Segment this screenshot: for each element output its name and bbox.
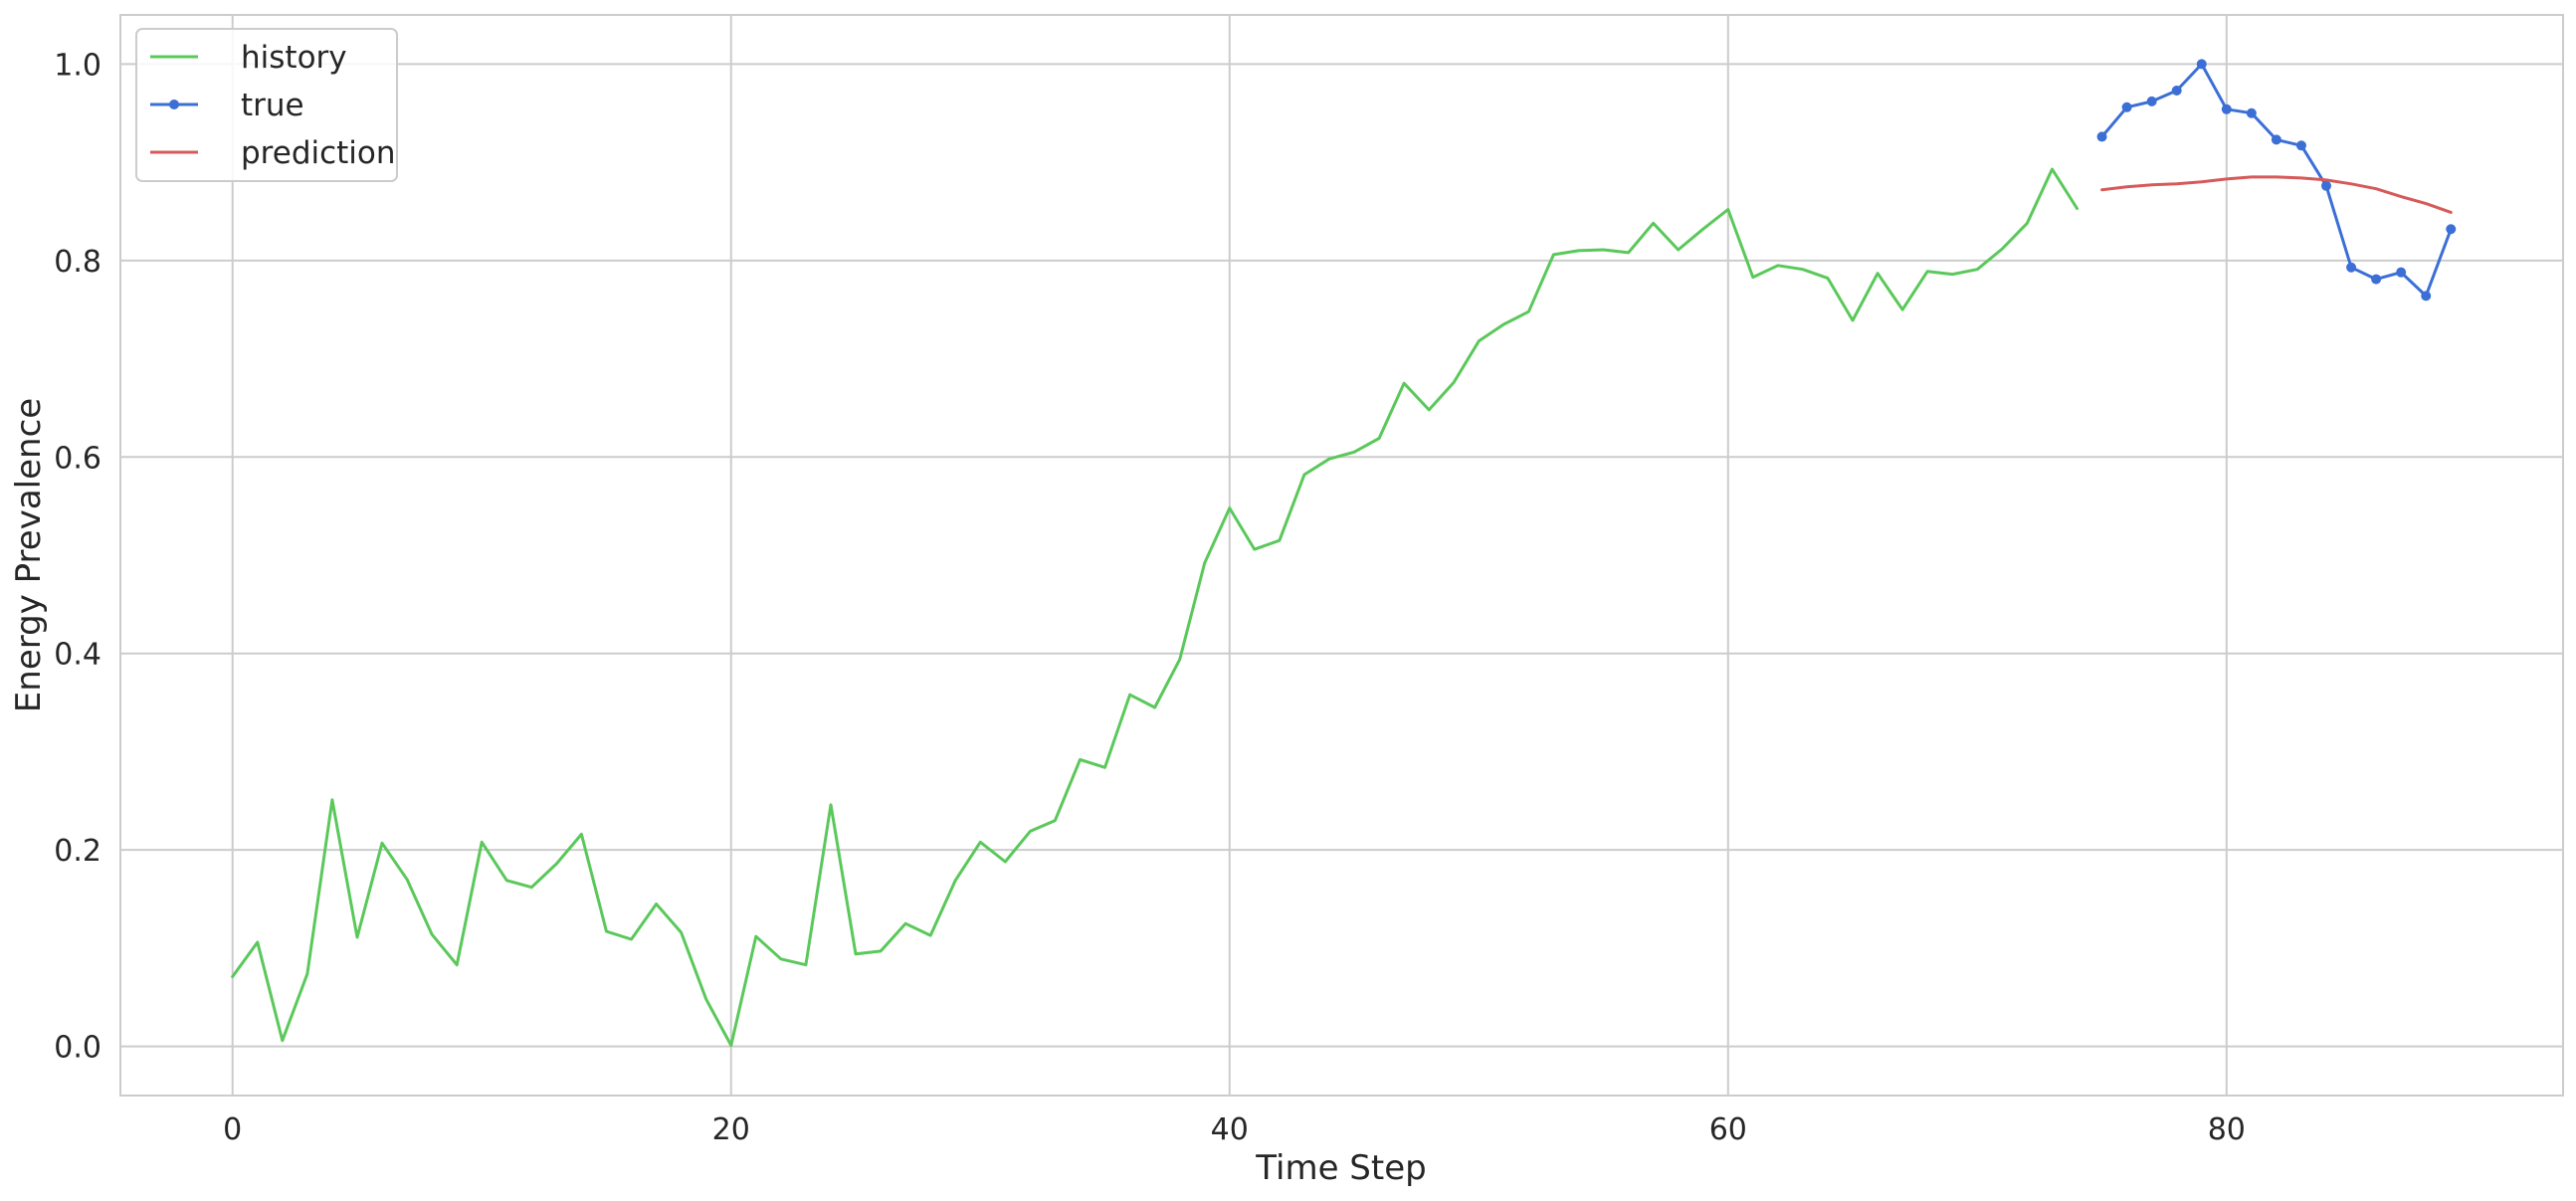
series-line-history: [231, 167, 2079, 1048]
x-axis-ticks: 0 20 40 60 80: [223, 1112, 2246, 1147]
data-point-true: [2196, 59, 2207, 70]
series-layer: [231, 59, 2457, 1048]
x-tick-label: 60: [1709, 1112, 1747, 1147]
data-point-true: [2221, 103, 2232, 114]
data-point-true: [2171, 86, 2182, 97]
y-tick-label: 0.8: [54, 245, 101, 280]
data-point-true: [2271, 134, 2281, 145]
data-point-true: [2396, 267, 2407, 278]
data-point-true: [2421, 291, 2432, 301]
data-point-true: [2146, 96, 2157, 106]
data-point-true: [2121, 101, 2132, 112]
y-tick-label: 0.2: [54, 834, 101, 869]
x-tick-label: 40: [1211, 1112, 1249, 1147]
legend-label-true: true: [241, 88, 304, 123]
plot-area: [119, 14, 2564, 1097]
y-tick-label: 0.4: [54, 638, 101, 673]
data-point-true: [2096, 131, 2107, 142]
legend: history true prediction: [135, 28, 398, 182]
data-point-true: [2446, 224, 2457, 235]
data-point-true: [2346, 262, 2357, 273]
y-axis-ticks: 0.0 0.2 0.4 0.6 0.8 1.0: [54, 48, 101, 1065]
series-line-prediction: [2100, 175, 2453, 214]
data-point-true: [2246, 107, 2257, 118]
legend-label-history: history: [241, 40, 347, 76]
data-point-true: [2371, 274, 2382, 285]
y-tick-label: 0.6: [54, 441, 101, 476]
y-tick-label: 0.0: [54, 1031, 101, 1066]
legend-label-prediction: prediction: [241, 135, 396, 171]
data-point-true: [2321, 180, 2332, 191]
x-axis-title: Time Step: [1255, 1148, 1426, 1188]
data-point-true: [2295, 140, 2306, 151]
x-tick-label: 80: [2208, 1112, 2246, 1147]
y-axis-title: Energy Prevalence: [9, 398, 49, 712]
x-tick-label: 20: [712, 1112, 750, 1147]
legend-box: [135, 28, 398, 182]
legend-marker-true: [169, 100, 179, 109]
x-tick-label: 0: [223, 1112, 242, 1147]
y-tick-label: 1.0: [54, 48, 101, 83]
